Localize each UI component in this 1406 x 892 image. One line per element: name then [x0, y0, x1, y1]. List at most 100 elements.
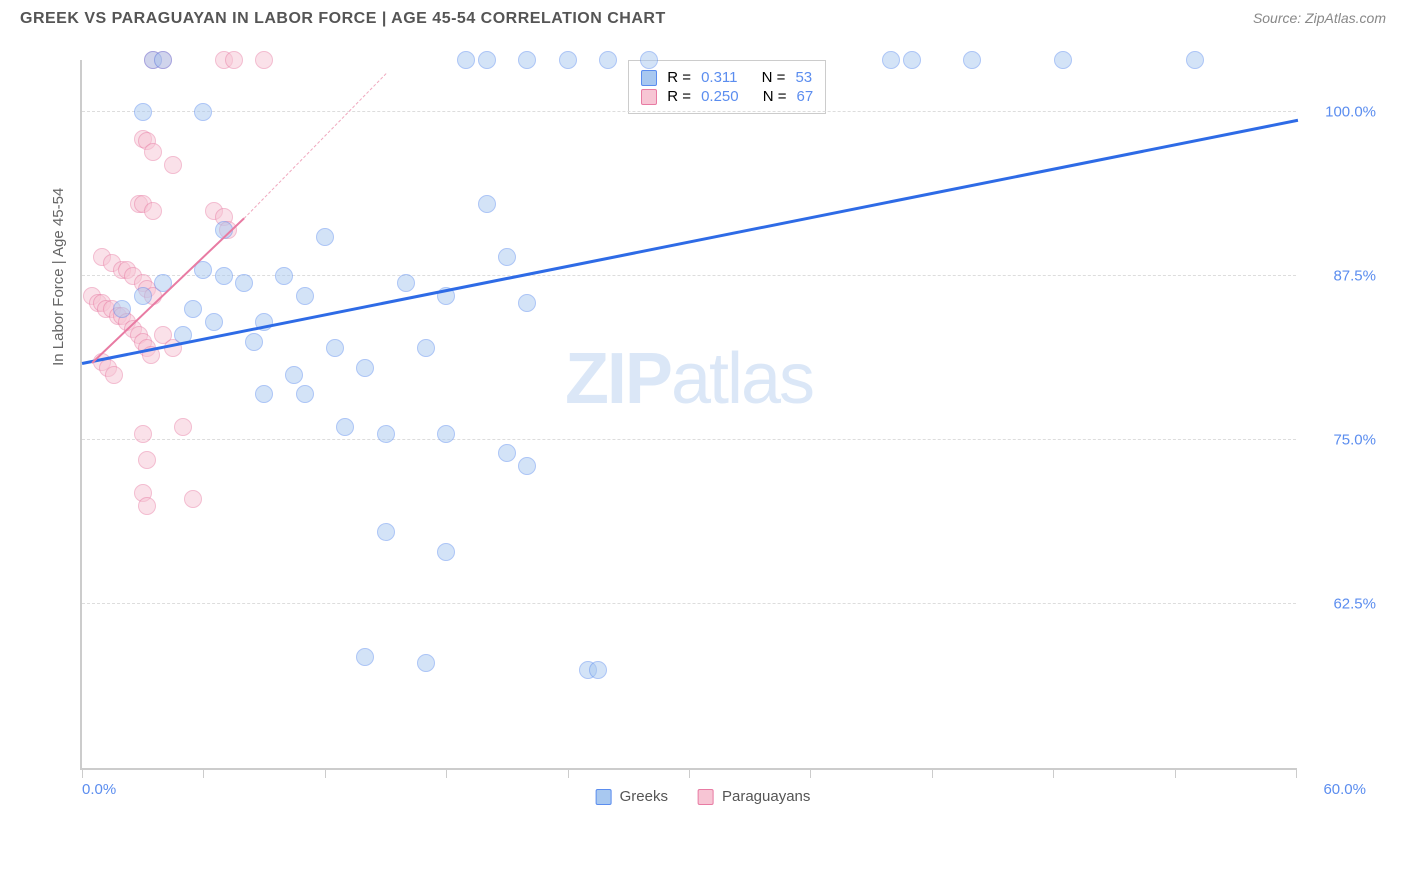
- data-point-greek: [154, 51, 172, 69]
- chart-container: In Labor Force | Age 45-54 ZIPatlas R = …: [20, 50, 1386, 860]
- x-tick: [203, 768, 204, 778]
- x-tick: [1296, 768, 1297, 778]
- data-point-greek: [296, 287, 314, 305]
- legend-item-b: Paraguayans: [698, 788, 810, 805]
- data-point-greek: [589, 661, 607, 679]
- data-point-greek: [498, 444, 516, 462]
- data-point-greek: [518, 294, 536, 312]
- data-point-paraguayan: [255, 51, 273, 69]
- data-point-greek: [437, 543, 455, 561]
- data-point-paraguayan: [184, 490, 202, 508]
- x-tick: [1053, 768, 1054, 778]
- data-point-greek: [194, 103, 212, 121]
- x-tick: [689, 768, 690, 778]
- x-tick: [1175, 768, 1176, 778]
- data-point-paraguayan: [225, 51, 243, 69]
- data-point-greek: [377, 523, 395, 541]
- x-tick: [932, 768, 933, 778]
- n-label: N =: [762, 69, 786, 86]
- trendline-paraguayan-extrapolated: [244, 73, 387, 218]
- data-point-paraguayan: [144, 143, 162, 161]
- data-point-greek: [275, 267, 293, 285]
- x-tick: [568, 768, 569, 778]
- y-tick-label: 87.5%: [1333, 268, 1376, 285]
- swatch-blue-icon: [596, 789, 612, 805]
- data-point-greek: [316, 228, 334, 246]
- x-tick: [810, 768, 811, 778]
- r-value-b: 0.250: [701, 88, 739, 105]
- gridline: [82, 603, 1296, 604]
- y-tick-label: 100.0%: [1325, 104, 1376, 121]
- data-point-greek: [1186, 51, 1204, 69]
- data-point-greek: [599, 51, 617, 69]
- watermark-bold: ZIP: [565, 339, 671, 419]
- data-point-greek: [478, 51, 496, 69]
- data-point-greek: [437, 425, 455, 443]
- data-point-greek: [113, 300, 131, 318]
- data-point-greek: [326, 339, 344, 357]
- x-tick: [446, 768, 447, 778]
- y-tick-label: 75.0%: [1333, 432, 1376, 449]
- data-point-greek: [235, 274, 253, 292]
- gridline: [82, 439, 1296, 440]
- data-point-greek: [285, 366, 303, 384]
- data-point-greek: [296, 385, 314, 403]
- stats-row-a: R = 0.311 N = 53: [641, 69, 813, 86]
- data-point-paraguayan: [105, 366, 123, 384]
- data-point-greek: [255, 385, 273, 403]
- data-point-paraguayan: [144, 202, 162, 220]
- x-tick: [325, 768, 326, 778]
- x-max-label: 60.0%: [1323, 781, 1366, 798]
- data-point-greek: [377, 425, 395, 443]
- data-point-greek: [457, 51, 475, 69]
- data-point-greek: [356, 359, 374, 377]
- data-point-greek: [417, 339, 435, 357]
- watermark: ZIPatlas: [565, 338, 813, 420]
- data-point-greek: [518, 457, 536, 475]
- swatch-pink-icon: [641, 89, 657, 105]
- data-point-greek: [336, 418, 354, 436]
- trendline-greek: [82, 119, 1298, 365]
- data-point-greek: [134, 287, 152, 305]
- r-label: R =: [667, 88, 691, 105]
- swatch-blue-icon: [641, 70, 657, 86]
- n-label: N =: [763, 88, 787, 105]
- plot-area: ZIPatlas R = 0.311 N = 53 R = 0.250 N = …: [80, 60, 1296, 770]
- y-tick-label: 62.5%: [1333, 596, 1376, 613]
- gridline: [82, 111, 1296, 112]
- data-point-paraguayan: [138, 451, 156, 469]
- data-point-greek: [417, 654, 435, 672]
- y-axis-title: In Labor Force | Age 45-54: [50, 188, 67, 366]
- data-point-greek: [478, 195, 496, 213]
- page-title: GREEK VS PARAGUAYAN IN LABOR FORCE | AGE…: [20, 10, 666, 28]
- data-point-greek: [205, 313, 223, 331]
- data-point-greek: [963, 51, 981, 69]
- data-point-greek: [215, 267, 233, 285]
- r-label: R =: [667, 69, 691, 86]
- data-point-greek: [640, 51, 658, 69]
- r-value-a: 0.311: [701, 69, 737, 86]
- data-point-greek: [1054, 51, 1072, 69]
- n-value-a: 53: [795, 69, 812, 86]
- data-point-greek: [498, 248, 516, 266]
- data-point-paraguayan: [134, 425, 152, 443]
- x-tick: [82, 768, 83, 778]
- data-point-greek: [134, 103, 152, 121]
- data-point-greek: [518, 51, 536, 69]
- data-point-paraguayan: [174, 418, 192, 436]
- watermark-light: atlas: [671, 339, 813, 419]
- data-point-greek: [397, 274, 415, 292]
- source-label: Source: ZipAtlas.com: [1253, 10, 1386, 26]
- swatch-pink-icon: [698, 789, 714, 805]
- legend-label-a: Greeks: [620, 788, 668, 805]
- x-min-label: 0.0%: [82, 781, 116, 798]
- data-point-greek: [184, 300, 202, 318]
- stats-row-b: R = 0.250 N = 67: [641, 88, 813, 105]
- legend-item-a: Greeks: [596, 788, 668, 805]
- data-point-greek: [356, 648, 374, 666]
- data-point-greek: [882, 51, 900, 69]
- n-value-b: 67: [797, 88, 814, 105]
- data-point-greek: [903, 51, 921, 69]
- data-point-greek: [245, 333, 263, 351]
- data-point-paraguayan: [138, 497, 156, 515]
